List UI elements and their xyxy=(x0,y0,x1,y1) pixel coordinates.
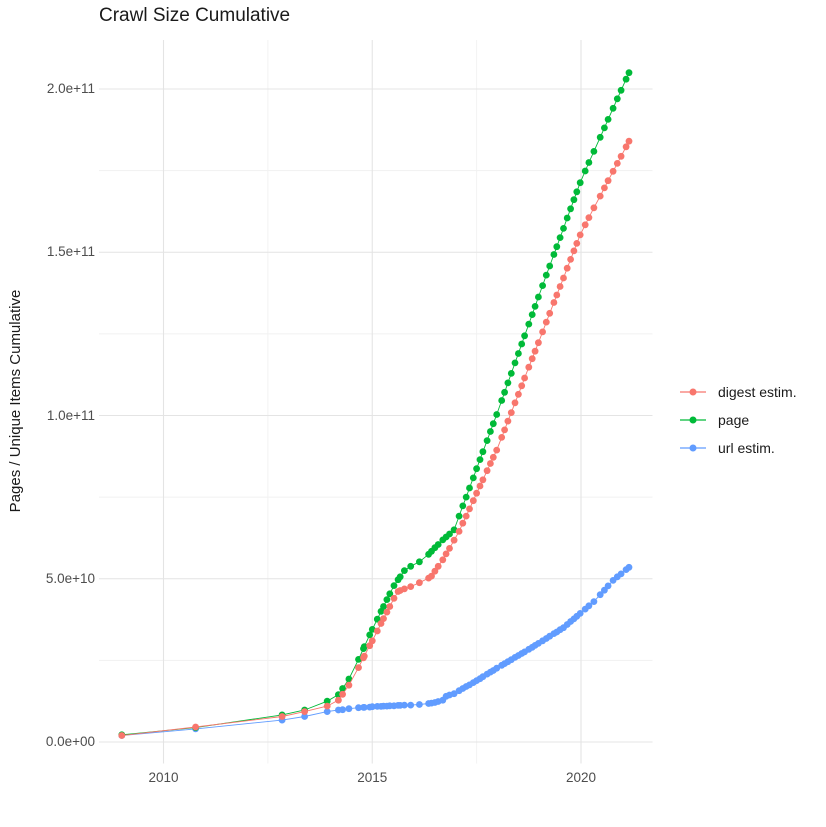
series-url-estim xyxy=(118,563,633,739)
chart-title: Crawl Size Cumulative xyxy=(99,5,291,26)
y-tick-label: 0.0e+00 xyxy=(45,734,95,749)
legend-item-url-estim: url estim. xyxy=(678,440,797,456)
x-tick-label: 2015 xyxy=(357,770,388,785)
x-tick-label: 2010 xyxy=(148,770,179,785)
legend-label: url estim. xyxy=(718,440,775,456)
minor-gridlines xyxy=(99,40,653,764)
y-tick-label: 2.0e+11 xyxy=(46,81,95,96)
series-page xyxy=(118,69,633,739)
series-digest-estim xyxy=(118,137,633,739)
legend-marker-icon xyxy=(680,444,706,452)
legend: digest estim. page url estim. xyxy=(678,384,797,469)
legend-item-page: page xyxy=(678,412,797,428)
legend-marker-icon xyxy=(680,416,706,424)
x-tick-label: 2020 xyxy=(565,770,597,785)
y-tick-label: 5.0e+10 xyxy=(45,570,95,586)
legend-label: digest estim. xyxy=(718,384,797,400)
y-tick-label: 1.5e+11 xyxy=(46,244,95,260)
y-tick-label: 1.0e+11 xyxy=(46,407,95,423)
y-axis-title: Pages / Unique Items Cumulative xyxy=(7,289,24,513)
legend-marker-icon xyxy=(680,388,706,396)
major-gridlines xyxy=(99,40,653,764)
legend-item-digest-estim: digest estim. xyxy=(678,384,797,400)
legend-label: page xyxy=(718,412,750,428)
